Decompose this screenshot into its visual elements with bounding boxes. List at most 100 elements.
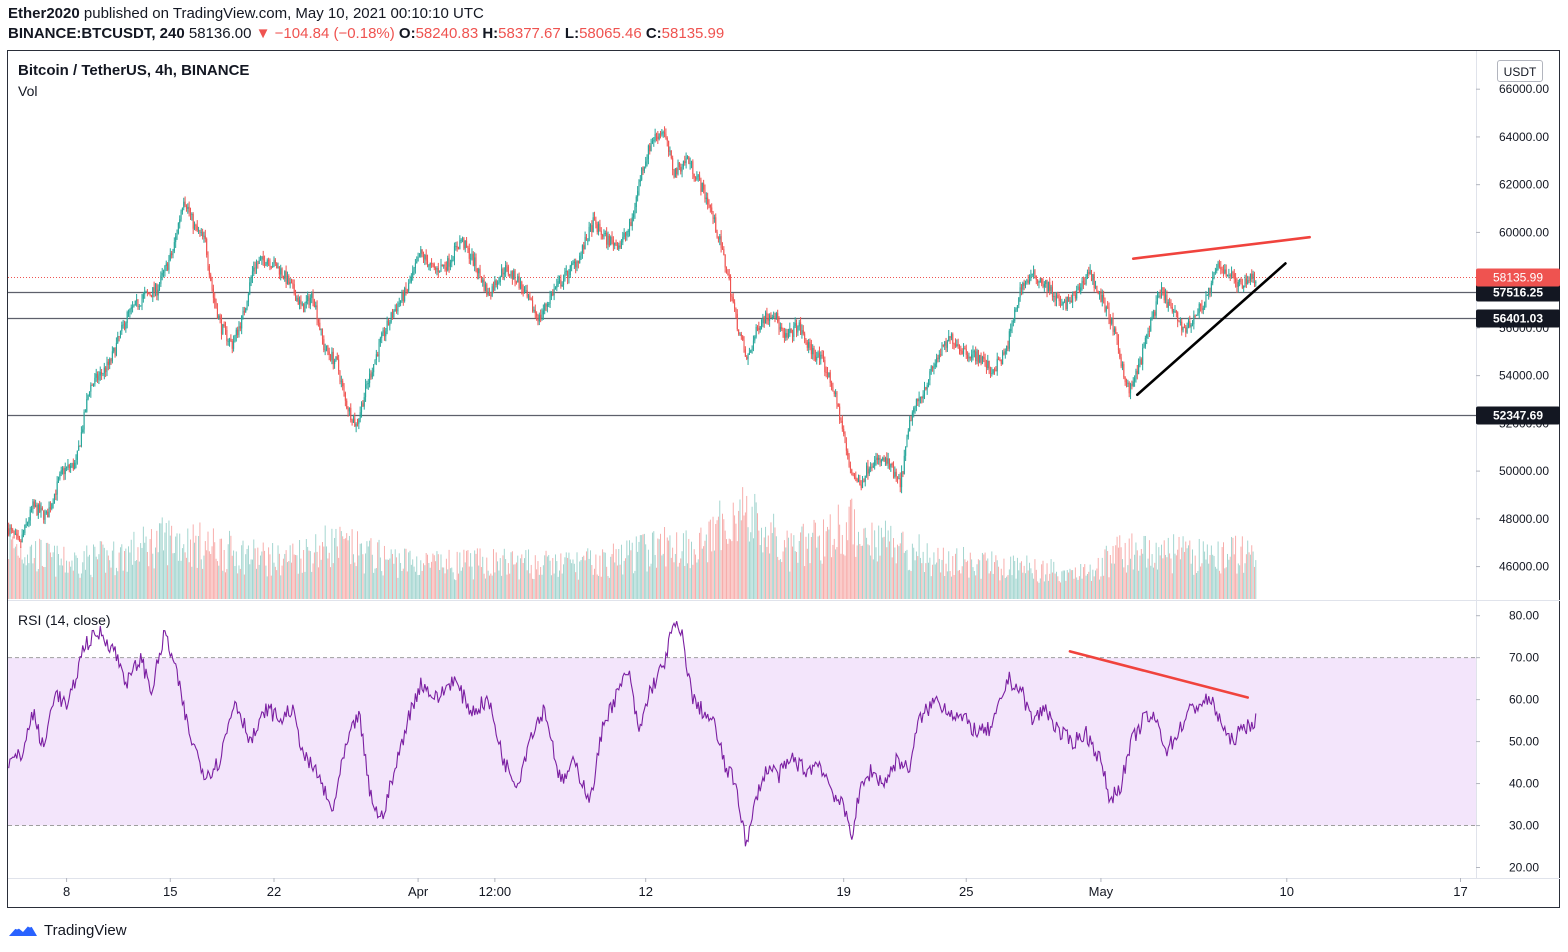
candle-body (633, 214, 635, 218)
price-tick-label: 46000.00 (1499, 560, 1549, 574)
candle-body (336, 356, 338, 360)
candle-body (412, 271, 414, 277)
last-price: 58136.00 (188, 25, 252, 42)
volume-bar (486, 557, 488, 599)
candle-body (332, 351, 334, 365)
candle-body (1034, 270, 1036, 276)
volume-bar (1244, 563, 1246, 599)
volume-bar (1154, 562, 1156, 599)
candle-body (884, 458, 886, 462)
volume-bar (809, 563, 811, 599)
volume-bar (1077, 579, 1079, 599)
volume-bar (620, 544, 622, 599)
candle-body (1248, 280, 1250, 282)
candle-body (191, 214, 193, 215)
volume-bar (975, 575, 977, 599)
volume-bar (1015, 578, 1017, 599)
candle-body (126, 312, 128, 323)
candle-body (264, 260, 266, 266)
candle-body (245, 308, 247, 313)
volume-bar (798, 541, 800, 599)
volume-bar (779, 559, 781, 599)
candle-body (1084, 283, 1086, 285)
candle-body (1171, 307, 1173, 312)
volume-bar (334, 537, 336, 599)
candle-body (522, 288, 524, 294)
candle-body (845, 443, 847, 451)
candle-body (373, 364, 375, 373)
candle-body (689, 163, 691, 165)
volume-bar (622, 574, 624, 599)
volume-bar (9, 533, 11, 599)
volume-bar (33, 557, 35, 599)
currency-unit-button[interactable]: USDT (1497, 60, 1543, 82)
volume-bar (942, 547, 944, 599)
candle-body (31, 509, 33, 510)
candle-body (74, 462, 76, 470)
candle-body (965, 349, 967, 355)
candle-body (1210, 283, 1212, 293)
candle-body (678, 162, 680, 168)
candle-body (1167, 301, 1169, 308)
volume-bar (1161, 544, 1162, 599)
change-arrow-icon: ▼ (255, 25, 271, 42)
candle-body (36, 505, 38, 516)
volume-bar (867, 544, 869, 599)
candle-body (724, 254, 726, 268)
volume-layer (8, 487, 1257, 599)
candle-body (60, 470, 62, 474)
volume-bar (180, 560, 182, 599)
candle-body (979, 354, 981, 363)
candle-body (323, 339, 325, 351)
volume-bar (899, 543, 901, 599)
volume-bar (998, 566, 1000, 599)
volume-bar (1086, 573, 1088, 599)
volume-bar (1150, 565, 1152, 599)
volume-bar (239, 568, 241, 599)
candle-body (1150, 318, 1152, 332)
volume-bar (693, 549, 695, 599)
volume-bar (1140, 548, 1142, 599)
volume-bar (97, 559, 99, 599)
candle-body (623, 232, 625, 237)
candle-body (529, 295, 531, 300)
candle-body (844, 433, 846, 444)
candle-body (328, 351, 330, 355)
candle-body (475, 257, 477, 269)
volume-bar (357, 531, 358, 599)
candle-body (70, 466, 72, 469)
candle-body (330, 354, 332, 361)
candle-body (59, 473, 61, 480)
volume-bar (476, 548, 478, 599)
volume-bar (257, 547, 259, 599)
volume-bar (51, 557, 53, 599)
tradingview-footer[interactable]: TradingView (8, 919, 127, 941)
candle-body (563, 279, 565, 285)
candle-body (157, 289, 159, 296)
candle-body (321, 328, 324, 340)
volume-bar (1065, 580, 1067, 599)
volume-bar (995, 555, 997, 599)
candle-body (75, 459, 77, 463)
candle-body (696, 176, 698, 180)
candle-body (272, 266, 274, 268)
volume-bar (347, 540, 349, 599)
candle-body (929, 371, 931, 381)
volume-bar (192, 524, 194, 599)
rsi-tick-label: 20.00 (1509, 861, 1539, 875)
volume-bar (475, 553, 477, 599)
volume-bar (855, 556, 857, 599)
candle-body (1068, 296, 1070, 302)
candle-body (1204, 301, 1206, 309)
author-name[interactable]: Ether2020 (8, 5, 80, 22)
volume-bar (463, 549, 465, 599)
volume-bar (25, 565, 27, 599)
rsi-band (8, 657, 1476, 826)
candle-body (389, 322, 391, 326)
candle-body (711, 207, 713, 212)
volume-bar (889, 541, 890, 599)
candle-body (517, 276, 519, 283)
candle-body (971, 354, 973, 359)
rsi-line (8, 621, 1257, 847)
